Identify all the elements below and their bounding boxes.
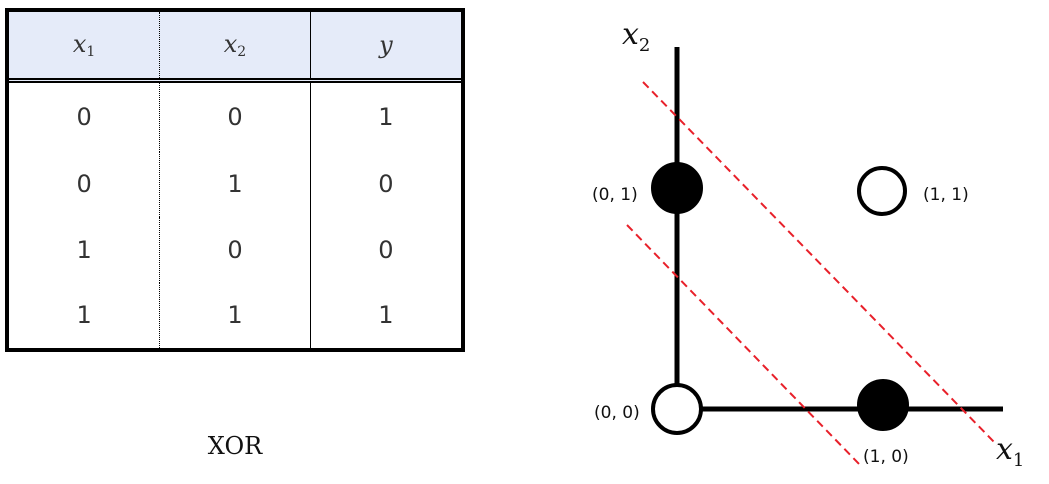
header-x2: x2 <box>159 12 311 83</box>
table-cell: 1 <box>159 151 311 218</box>
table-cell: 0 <box>159 80 311 152</box>
xor-caption: XOR <box>207 432 263 460</box>
table-cell: 0 <box>159 217 311 283</box>
table-header-row: x1 x2 y <box>9 12 461 83</box>
table-row: 1 1 1 <box>9 282 461 348</box>
table-row: 0 0 1 <box>9 80 461 152</box>
x-axis-label: x1 <box>996 432 1024 471</box>
separator-line-lower <box>626 224 863 468</box>
point-0-1 <box>651 162 703 214</box>
table-cell: 0 <box>9 151 161 218</box>
table-cell: 1 <box>9 282 161 348</box>
table-cell: 1 <box>159 282 311 348</box>
header-y: y <box>310 12 461 83</box>
header-x1: x1 <box>9 12 161 83</box>
point-label-0-1: (0, 1) <box>592 185 638 205</box>
truth-table: x1 x2 y 0 0 1 0 1 0 1 0 0 1 1 <box>9 12 461 348</box>
table-cell: 0 <box>378 235 394 264</box>
point-label-1-0: (1, 0) <box>863 447 909 467</box>
table-cell: 0 <box>378 170 394 199</box>
table-cell: 0 <box>9 80 161 152</box>
point-label-1-1: (1, 1) <box>923 185 969 205</box>
y-axis-label: x2 <box>622 17 650 56</box>
table-row: 0 1 0 <box>9 151 461 218</box>
table-cell: 1 <box>378 103 394 132</box>
point-label-0-0: (0, 0) <box>594 403 640 423</box>
point-0-0 <box>651 383 703 435</box>
point-1-1 <box>857 166 907 216</box>
table-cell: 1 <box>378 301 394 330</box>
xor-truth-table: x1 x2 y 0 0 1 0 1 0 1 0 0 1 1 <box>5 8 465 352</box>
table-row: 1 0 0 <box>9 217 461 283</box>
separator-line-upper <box>642 81 998 446</box>
point-1-0 <box>857 379 909 431</box>
table-cell: 1 <box>9 217 161 283</box>
